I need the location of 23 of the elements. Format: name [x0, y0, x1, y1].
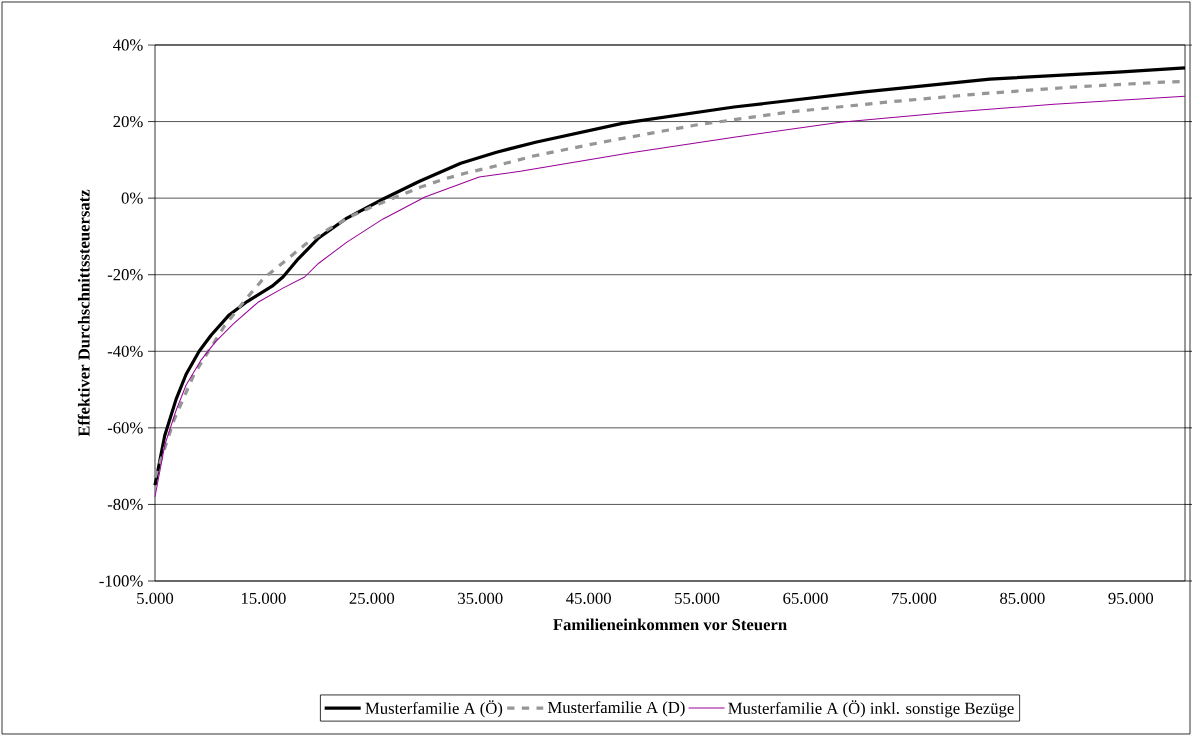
x-tick-label: 35.000 — [458, 592, 503, 605]
legend-label: Musterfamilie A (D) — [547, 701, 685, 717]
legend-label: Musterfamilie A (Ö) — [365, 700, 503, 718]
y-tick-label: 0% — [121, 192, 143, 204]
y-tick-label: -40% — [107, 345, 143, 357]
x-tick-label: 65.000 — [783, 592, 828, 605]
x-tick-label: 5.000 — [137, 592, 174, 605]
x-tick-label: 95.000 — [1108, 592, 1154, 605]
y-tick-label: -100% — [99, 575, 143, 587]
y-axis-title: Effektiver Durchschnittssteuersatz — [77, 189, 90, 437]
legend-label: Musterfamilie A (Ö) inkl. sonstige Bezüge — [728, 700, 1014, 718]
x-tick-label: 45.000 — [566, 592, 611, 605]
x-tick-label: 25.000 — [349, 592, 395, 605]
x-tick-label: 75.000 — [892, 592, 937, 605]
x-axis-title: Familieneinkommen vor Steuern — [553, 618, 787, 631]
y-tick-label: 40% — [113, 39, 143, 51]
y-tick-label: -60% — [107, 422, 143, 434]
x-tick-label: 15.000 — [241, 592, 286, 605]
x-tick-label: 55.000 — [675, 592, 720, 605]
y-tick-label: 20% — [113, 115, 143, 128]
y-tick-label: -20% — [107, 269, 143, 281]
y-tick-label: -80% — [107, 498, 143, 511]
x-tick-label: 85.000 — [1000, 592, 1045, 605]
